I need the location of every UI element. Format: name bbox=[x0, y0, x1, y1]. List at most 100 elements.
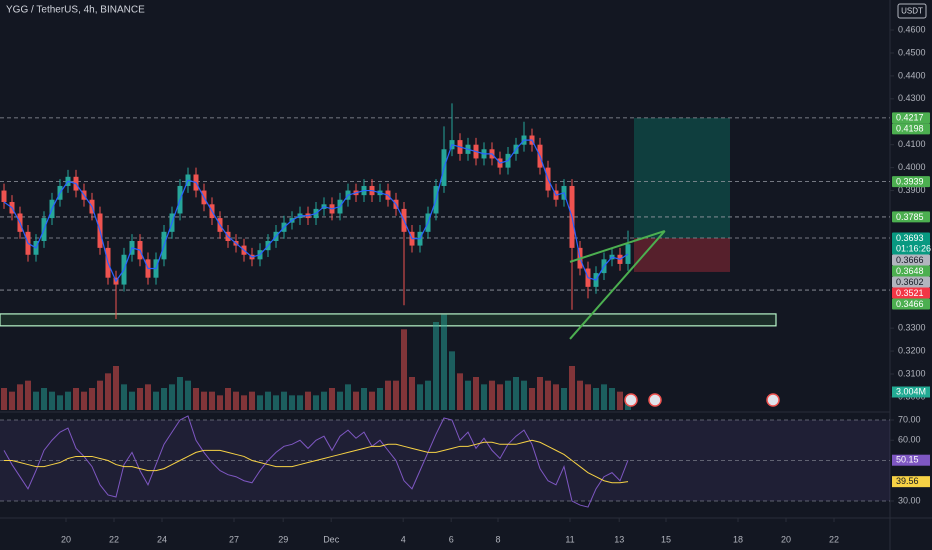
volume-bar bbox=[201, 391, 207, 410]
volume-bar bbox=[9, 391, 15, 410]
volume-bar bbox=[321, 391, 327, 410]
volume-bar bbox=[145, 384, 151, 410]
volume-bar bbox=[265, 391, 271, 410]
y-tick-label: 0.4600 bbox=[898, 24, 926, 34]
price-label-box bbox=[892, 287, 930, 299]
rsi-tick-label: 60.00 bbox=[898, 435, 921, 445]
x-tick-label: Dec bbox=[323, 534, 340, 544]
volume-bar bbox=[481, 384, 487, 410]
volume-bar bbox=[433, 322, 439, 410]
volume-bar bbox=[33, 391, 39, 410]
volume-bar bbox=[393, 380, 399, 410]
price-label-box bbox=[892, 265, 930, 277]
volume-bar bbox=[513, 377, 519, 410]
price-label-box bbox=[892, 298, 930, 310]
volume-bar bbox=[73, 388, 79, 410]
volume-bar bbox=[241, 395, 247, 410]
volume-bar bbox=[169, 384, 175, 410]
volume-bar bbox=[521, 380, 527, 410]
rsi-ma-line bbox=[4, 439, 629, 484]
volume-bar bbox=[609, 388, 615, 410]
volume-bar bbox=[249, 391, 255, 410]
y-tick-label: 0.3900 bbox=[898, 185, 926, 195]
moving-average bbox=[3, 139, 629, 283]
price-label: 0.3602 bbox=[896, 277, 924, 287]
y-tick-label: 0.3100 bbox=[898, 368, 926, 378]
price-label-box bbox=[892, 254, 930, 266]
wedge-line bbox=[569, 229, 666, 263]
volume-bar bbox=[489, 380, 495, 410]
volume-bar bbox=[417, 384, 423, 410]
x-tick-label: 4 bbox=[401, 534, 406, 544]
volume-bar bbox=[289, 395, 295, 410]
price-label: 0.3939 bbox=[896, 176, 924, 186]
volume-bar bbox=[617, 391, 623, 410]
volume-bar bbox=[273, 395, 279, 410]
price-label: 0.4198 bbox=[896, 124, 924, 134]
volume-bar bbox=[137, 388, 143, 410]
rsi-line bbox=[3, 415, 629, 508]
event-icon[interactable] bbox=[624, 393, 638, 407]
volume-bar bbox=[281, 391, 287, 410]
volume-bar bbox=[569, 366, 575, 410]
price-label: 0.3466 bbox=[896, 299, 924, 309]
volume-bar bbox=[457, 373, 463, 410]
x-tick-label: 11 bbox=[565, 534, 574, 544]
price-label-box bbox=[892, 276, 930, 288]
volume-bar bbox=[577, 380, 583, 410]
candle-body bbox=[1, 190, 7, 203]
volume-bar bbox=[65, 391, 71, 410]
volume-bar bbox=[193, 388, 199, 410]
rsi-label: 39.56 bbox=[896, 476, 919, 486]
y-tick-label: 0.4500 bbox=[898, 47, 926, 57]
rsi-label-box bbox=[892, 454, 930, 466]
y-tick-label: 0.3300 bbox=[898, 323, 926, 333]
volume-bar bbox=[473, 377, 479, 410]
volume-bar bbox=[25, 380, 31, 410]
volume-label: 3.004M bbox=[896, 386, 926, 396]
x-tick-label: 6 bbox=[449, 534, 454, 544]
countdown: 01:16:26 bbox=[896, 243, 931, 253]
x-tick-label: 18 bbox=[733, 534, 743, 544]
x-tick-label: 29 bbox=[278, 534, 288, 544]
price-label: 0.3648 bbox=[896, 266, 924, 276]
volume-bar bbox=[529, 388, 535, 410]
plot-layer: 0.4600 0.4500 0.4400 0.4300 0.4100 0.4000 0.39… bbox=[0, 24, 931, 544]
volume-bar bbox=[337, 391, 343, 410]
currency-box[interactable] bbox=[897, 3, 927, 19]
price-label: 0.3785 bbox=[896, 212, 924, 222]
volume-bar bbox=[401, 329, 407, 410]
volume-bar bbox=[121, 384, 127, 410]
volume-bar bbox=[17, 384, 23, 410]
event-icon[interactable] bbox=[648, 393, 662, 407]
volume-bar bbox=[497, 384, 503, 410]
volume-bar bbox=[185, 380, 191, 410]
volume-bar bbox=[505, 380, 511, 410]
x-tick-label: 15 bbox=[661, 534, 671, 544]
volume-bar bbox=[297, 395, 303, 410]
volume-bar bbox=[601, 384, 607, 410]
volume-bar bbox=[593, 388, 599, 410]
volume-bar bbox=[425, 380, 431, 410]
y-tick-label: 0.3200 bbox=[898, 345, 926, 355]
x-tick-label: 22 bbox=[829, 534, 839, 544]
y-tick-label: 0.4400 bbox=[898, 70, 926, 80]
volume-bar bbox=[81, 391, 87, 410]
chart-title: YGG / TetherUS, 4h, BINANCE bbox=[6, 5, 145, 16]
volume-bar bbox=[369, 391, 375, 410]
volume-bar bbox=[177, 377, 183, 410]
price-label-box bbox=[892, 232, 930, 255]
volume-bar bbox=[1, 388, 7, 410]
x-tick-label: 20 bbox=[781, 534, 791, 544]
price-label-box bbox=[892, 211, 930, 223]
support-zone bbox=[0, 313, 777, 327]
volume-bar bbox=[329, 388, 335, 410]
volume-bar bbox=[353, 391, 359, 410]
volume-bar bbox=[113, 366, 119, 410]
event-icon[interactable] bbox=[766, 393, 780, 407]
volume-bar bbox=[225, 388, 231, 410]
volume-bar bbox=[153, 391, 159, 410]
x-tick-label: 24 bbox=[157, 534, 167, 544]
